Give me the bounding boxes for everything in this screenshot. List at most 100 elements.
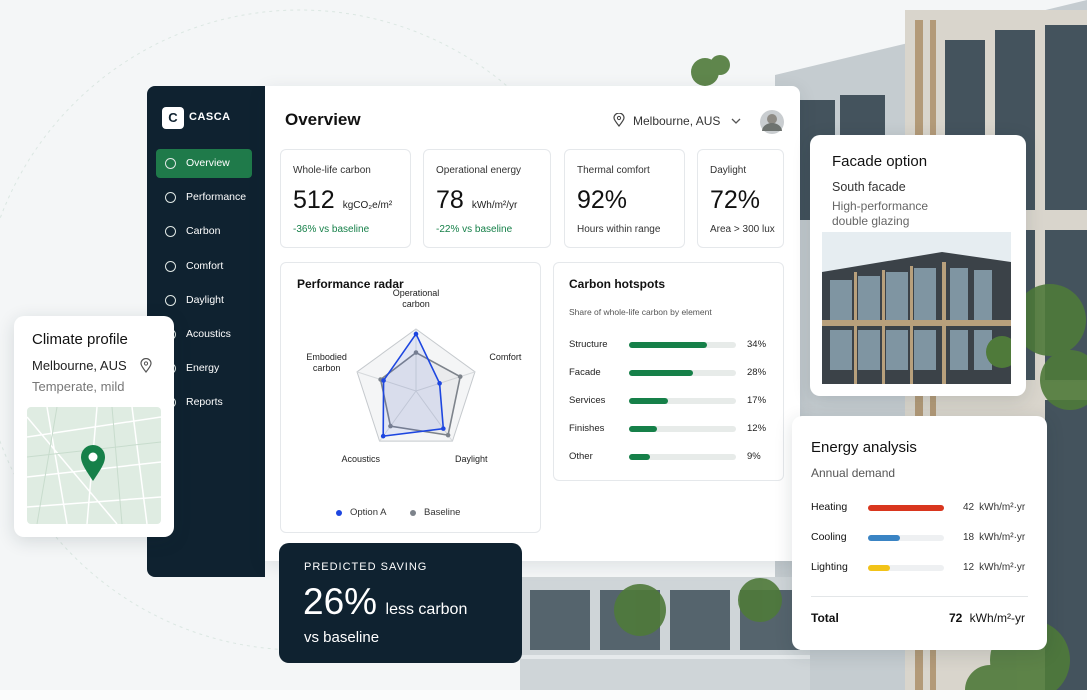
location-selector[interactable]: Melbourne, AUS <box>613 112 743 130</box>
hotspot-value: 28% <box>747 367 767 378</box>
energy-unit: kWh/m²·yr <box>979 532 1026 543</box>
saving-label: PREDICTED SAVING <box>304 561 428 573</box>
nav-label: Carbon <box>186 225 221 238</box>
nav-label: Daylight <box>186 293 224 306</box>
bar <box>629 398 669 404</box>
bar-track <box>629 454 736 460</box>
avatar[interactable] <box>759 109 785 135</box>
nav-item[interactable]: Overview <box>156 149 252 178</box>
nav-item[interactable]: Carbon <box>156 217 252 246</box>
kpi-note: -36% vs baseline <box>293 224 370 235</box>
bar <box>629 454 650 460</box>
energy-value: 18 <box>963 532 975 543</box>
nav-icon <box>165 260 176 272</box>
brand: CASCA <box>189 111 231 123</box>
hotspot-label: Finishes <box>569 423 605 434</box>
radar-spoke <box>379 390 417 442</box>
legend-label: Baseline <box>424 507 461 518</box>
saving-row: 26% less carbon <box>303 581 467 623</box>
legend-dot <box>410 510 416 516</box>
total-value: 72 <box>948 611 963 625</box>
kpi-card: Whole-life carbon 512 kgCO₂e/m² -36% vs bas… <box>280 149 411 248</box>
radar-axis-label: Daylight <box>454 454 488 465</box>
kpi-card: Thermal comfort 92% Hours within range <box>564 149 685 248</box>
total-row: 72 kWh/m²-yr <box>949 611 1025 625</box>
facade-title: Facade option <box>832 153 928 170</box>
nav-label: Reports <box>186 396 223 409</box>
kpi-note: Area > 300 lux <box>710 224 775 235</box>
kpi-value: 78 <box>436 186 464 214</box>
energy-unit: kWh/m²·yr <box>979 502 1026 513</box>
radar-point <box>413 350 419 355</box>
energy-value: 12 <box>963 562 975 573</box>
radar-spoke <box>415 371 476 392</box>
main-panel: Overview Melbourne, AUS Whole-life carbo… <box>265 86 800 561</box>
chevron <box>731 118 741 124</box>
page-title: Overview <box>285 110 361 129</box>
hotspot-label: Services <box>569 395 606 406</box>
facade-card: Facade option South facade High-performa… <box>810 135 1026 396</box>
nav-label: Overview <box>186 157 230 169</box>
nav-item[interactable]: Daylight <box>156 286 252 315</box>
radar-point <box>380 433 386 439</box>
nav-label: Acoustics <box>186 328 231 340</box>
kpi-value: 512 <box>293 186 335 214</box>
hotspots-card: Carbon hotspots Share of whole-life carbo… <box>553 262 784 481</box>
hotspots-subtitle: Share of whole-life carbon by element <box>569 307 712 317</box>
kpi-value-row: 92% <box>577 186 627 215</box>
energy-label: Heating <box>811 501 848 513</box>
bar <box>868 505 944 511</box>
kpi-value-row: 72% <box>710 186 760 215</box>
radar-axis-label: Comfort <box>489 351 522 362</box>
facade-orientation: South facade <box>832 180 906 194</box>
climate-location: Melbourne, AUS <box>32 358 127 373</box>
energy-value-row: 42 kWh/m²·yr <box>963 502 1025 513</box>
total-label: Total <box>811 611 839 625</box>
kpi-value: 92% <box>577 186 628 214</box>
kpi-value-row: 78 kWh/m²/yr <box>436 186 517 215</box>
nav-icon <box>165 158 176 169</box>
radar-axis-label: Embodied carbon <box>306 351 347 373</box>
nav-label: Energy <box>186 362 220 375</box>
bar <box>629 426 657 432</box>
radar-point <box>381 378 386 383</box>
kpi-value: 72% <box>710 186 761 214</box>
nav-item[interactable]: Comfort <box>156 252 252 281</box>
climate-description: Temperate, mild <box>32 379 125 394</box>
radar-spoke <box>356 371 417 392</box>
hotspot-label: Other <box>569 451 593 462</box>
saving-text: less carbon <box>385 601 468 618</box>
kpi-card: Daylight 72% Area > 300 lux <box>697 149 784 248</box>
radar-title: Performance radar <box>297 277 404 291</box>
nav-item[interactable]: Performance <box>156 183 252 212</box>
saving-note: vs baseline <box>304 629 380 646</box>
climate-title: Climate profile <box>32 331 128 348</box>
climate-card: Climate profile Melbourne, AUS Temperate… <box>14 316 174 537</box>
energy-unit: kWh/m²·yr <box>979 562 1026 573</box>
radar-axis-label: Operational carbon <box>392 288 440 309</box>
radar-card: Performance radar Operational carbon Comfo… <box>280 262 541 533</box>
saving-value: 26% <box>303 581 378 622</box>
energy-label: Lighting <box>811 561 848 573</box>
kpi-label: Thermal comfort <box>577 165 650 176</box>
radar-point <box>445 432 451 438</box>
kpi-label: Daylight <box>710 165 747 176</box>
bar <box>868 565 890 571</box>
radar-point <box>388 423 393 429</box>
sidebar: C CASCA Overview Performance Carbon Comfort… <box>147 86 265 577</box>
bar <box>629 342 708 348</box>
logo: C <box>162 107 184 129</box>
nav-label: Performance <box>186 191 247 204</box>
kpi-note: Hours within range <box>577 224 661 235</box>
radar-series <box>382 332 445 438</box>
energy-subtitle: Annual demand <box>811 466 896 480</box>
location: Melbourne, AUS <box>633 114 721 128</box>
kpi-value-row: 512 kgCO₂e/m² <box>293 186 392 215</box>
pin-icon <box>140 358 152 373</box>
legend-dot <box>336 510 342 516</box>
legend-label: Option A <box>350 507 387 518</box>
energy-card: Energy analysis Annual demand Total 72 k… <box>792 416 1047 650</box>
map <box>27 407 161 524</box>
kpi-unit: kWh/m²/yr <box>471 200 518 211</box>
facade-image <box>822 232 1011 384</box>
